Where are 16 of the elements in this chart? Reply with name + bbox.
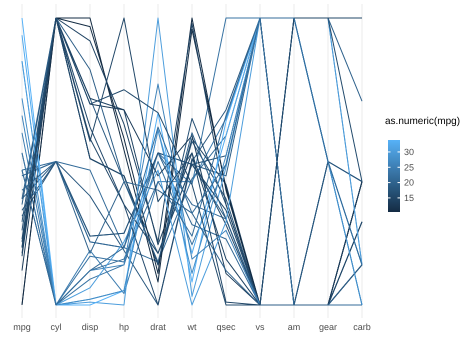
x-tick-label: cyl [50, 322, 62, 332]
color-bar-label: 30 [404, 146, 414, 157]
color-bar-label: 25 [404, 162, 414, 172]
x-tick-label: am [288, 322, 300, 332]
color-bar-label: 20 [404, 178, 414, 188]
x-tick-label: carb [353, 322, 371, 332]
color-bar-label: 15 [404, 192, 414, 203]
x-tick-label: vs [256, 322, 265, 332]
x-tick-label: gear [318, 322, 338, 332]
x-tick-label: qsec [216, 322, 236, 332]
x-tick-label: drat [150, 322, 166, 332]
x-tick-label: disp [82, 322, 98, 332]
x-tick-label: wt [186, 322, 197, 332]
x-tick-label: hp [118, 322, 130, 332]
x-tick-label: mpg [13, 322, 31, 332]
color-bar-title: as.numeric(mpg) [385, 116, 460, 127]
